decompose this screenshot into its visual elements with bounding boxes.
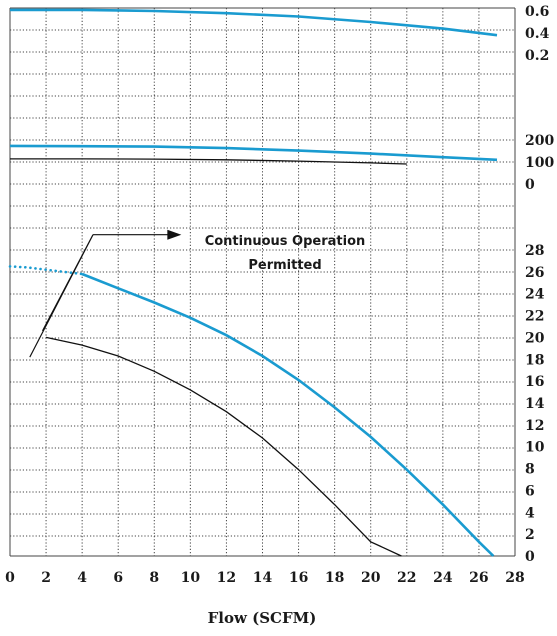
- annotation-line-1: Continuous Operation: [205, 234, 366, 249]
- y-tick-label: 24: [525, 287, 545, 303]
- x-axis-label: Flow (SCFM): [208, 609, 317, 627]
- annotation-arrow-head: [167, 229, 182, 240]
- series-layer: [8, 8, 498, 557]
- x-tick-label: 24: [433, 570, 453, 586]
- panel-1-series-1-line: [10, 8, 498, 37]
- y-tick-label: 10: [525, 440, 545, 456]
- y-tick-label: 100: [525, 155, 554, 171]
- y-tick-label: 0.6: [525, 4, 549, 20]
- y-tick-label: 16: [525, 374, 544, 390]
- x-tick-label: 2: [41, 570, 51, 586]
- x-tick-label: 28: [505, 570, 524, 586]
- y-tick-label: 12: [525, 418, 544, 434]
- y-tick-label: 8: [525, 462, 535, 478]
- y-tick-label: 0.2: [525, 48, 549, 64]
- x-tick-label: 20: [361, 570, 381, 586]
- x-tick-label: 4: [77, 570, 87, 586]
- grid: [9, 7, 516, 557]
- y-tick-label: 4: [525, 505, 535, 521]
- annotation-bracket: [29, 234, 94, 358]
- y-tick-label: 28: [525, 243, 544, 259]
- y-tick-label: 18: [525, 352, 544, 368]
- x-tick-label: 10: [181, 570, 201, 586]
- annotation-layer: Continuous Operation Permitted: [29, 229, 366, 358]
- x-tick-label: 8: [149, 570, 159, 586]
- x-tick-label: 6: [113, 570, 123, 586]
- y-tick-label: 2: [525, 527, 535, 543]
- x-tick-labels: 0 2 4 6 8 10 12 14 16 18 20 22 24 26 28: [5, 570, 525, 586]
- x-tick-label: 14: [253, 570, 273, 586]
- y-tick-label: 22: [525, 309, 544, 325]
- x-tick-label: 18: [325, 570, 344, 586]
- y-tick-label: 20: [525, 330, 545, 346]
- x-tick-label: 16: [289, 570, 308, 586]
- x-tick-label: 0: [5, 570, 15, 586]
- panel-3-series-2-line: [81, 272, 495, 557]
- panel-3-series-3-line: [45, 336, 402, 557]
- y-tick-label: 0.4: [525, 26, 550, 42]
- y-tick-label: 14: [525, 396, 545, 412]
- y-tick-label: 26: [525, 265, 544, 281]
- x-tick-label: 12: [217, 570, 236, 586]
- panel-3-series-1-line: [8, 265, 84, 276]
- x-tick-label: 22: [397, 570, 416, 586]
- y-tick-label: 6: [525, 483, 535, 499]
- y-tick-label: 0: [525, 549, 535, 565]
- panel-2-series-2-line: [10, 158, 407, 165]
- y-tick-labels: 0.60.40.22001000282624222018161412108642…: [525, 4, 554, 565]
- panel-2-series-1-line: [9, 144, 498, 162]
- x-tick-label: 26: [469, 570, 488, 586]
- y-tick-label: 0: [525, 177, 535, 193]
- y-tick-label: 200: [525, 133, 554, 149]
- annotation-line-2: Permitted: [248, 258, 321, 273]
